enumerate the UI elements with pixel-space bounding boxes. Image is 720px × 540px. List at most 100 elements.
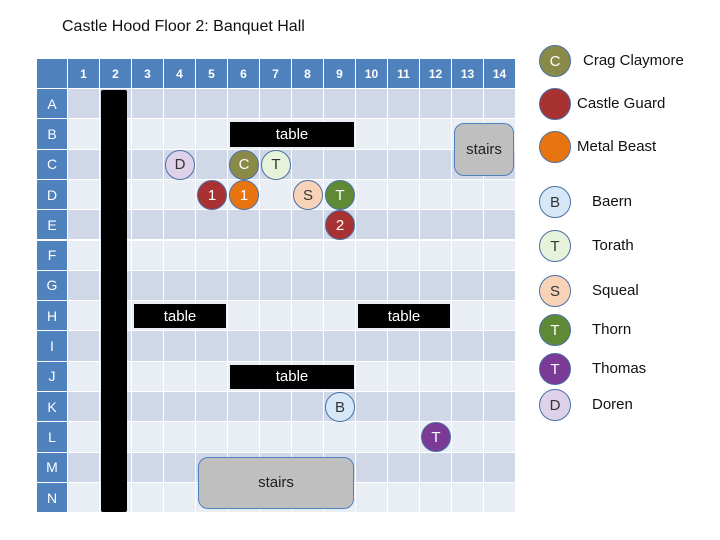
grid-cell[interactable] [324, 89, 356, 120]
grid-cell[interactable] [484, 482, 516, 514]
grid-cell[interactable] [132, 331, 164, 362]
grid-cell[interactable] [164, 361, 196, 392]
grid-cell[interactable] [196, 149, 228, 180]
grid-cell[interactable] [420, 149, 452, 180]
grid-cell[interactable] [420, 119, 452, 150]
grid-cell[interactable] [452, 240, 484, 271]
grid-cell[interactable] [356, 482, 388, 514]
grid-cell[interactable] [484, 422, 516, 453]
grid-cell[interactable] [196, 89, 228, 120]
grid-cell[interactable] [132, 210, 164, 241]
grid-cell[interactable] [68, 89, 100, 120]
grid-cell[interactable] [292, 210, 324, 241]
grid-cell[interactable] [388, 119, 420, 150]
token-guard[interactable]: 2 [325, 210, 355, 241]
grid-cell[interactable] [484, 89, 516, 120]
grid-cell[interactable] [420, 270, 452, 302]
grid-cell[interactable] [420, 179, 452, 211]
grid-cell[interactable] [196, 392, 228, 423]
grid-cell[interactable] [292, 270, 324, 302]
grid-cell[interactable] [132, 119, 164, 150]
grid-cell[interactable] [228, 210, 260, 241]
grid-cell[interactable] [452, 392, 484, 423]
grid-cell[interactable] [324, 422, 356, 453]
grid-cell[interactable] [356, 270, 388, 302]
grid-cell[interactable] [132, 482, 164, 514]
grid-cell[interactable] [484, 452, 516, 483]
grid-cell[interactable] [484, 240, 516, 271]
grid-cell[interactable] [196, 240, 228, 271]
grid-cell[interactable] [292, 422, 324, 453]
grid-cell[interactable] [68, 482, 100, 514]
token-doren[interactable]: D [165, 149, 195, 180]
grid-cell[interactable] [484, 301, 516, 332]
grid-cell[interactable] [292, 301, 324, 332]
grid-cell[interactable] [324, 270, 356, 302]
grid-cell[interactable] [452, 270, 484, 302]
grid-cell[interactable] [420, 452, 452, 483]
grid-cell[interactable] [356, 119, 388, 150]
grid-cell[interactable] [292, 331, 324, 362]
grid-cell[interactable] [164, 240, 196, 271]
grid-cell[interactable] [132, 422, 164, 453]
grid-cell[interactable] [324, 149, 356, 180]
grid-cell[interactable] [132, 270, 164, 302]
grid-cell[interactable] [164, 452, 196, 483]
grid-cell[interactable] [132, 89, 164, 120]
grid-cell[interactable] [388, 392, 420, 423]
stairs-2[interactable]: stairs [198, 456, 354, 510]
token-crag[interactable]: C [229, 149, 259, 180]
grid-cell[interactable] [388, 361, 420, 392]
grid-cell[interactable] [292, 392, 324, 423]
grid-cell[interactable] [484, 361, 516, 392]
grid-cell[interactable] [388, 210, 420, 241]
grid-cell[interactable] [164, 482, 196, 514]
grid-cell[interactable] [196, 361, 228, 392]
grid-cell[interactable] [164, 422, 196, 453]
grid-cell[interactable] [260, 422, 292, 453]
grid-cell[interactable] [420, 240, 452, 271]
grid-cell[interactable] [68, 270, 100, 302]
grid-cell[interactable] [132, 392, 164, 423]
grid-cell[interactable] [484, 331, 516, 362]
grid-cell[interactable] [228, 270, 260, 302]
grid-cell[interactable] [388, 89, 420, 120]
grid-cell[interactable] [292, 89, 324, 120]
grid-cell[interactable] [452, 210, 484, 241]
stairs-1[interactable]: stairs [454, 123, 514, 176]
grid-cell[interactable] [388, 331, 420, 362]
grid-cell[interactable] [292, 240, 324, 271]
token-squeal[interactable]: S [293, 180, 323, 211]
token-thomas[interactable]: T [421, 422, 451, 453]
grid-cell[interactable] [68, 361, 100, 392]
grid-cell[interactable] [196, 119, 228, 150]
token-torath[interactable]: T [261, 149, 291, 180]
grid-cell[interactable] [228, 331, 260, 362]
token-beast[interactable]: 1 [229, 180, 259, 211]
grid-cell[interactable] [132, 452, 164, 483]
grid-cell[interactable] [388, 482, 420, 514]
grid-cell[interactable] [388, 179, 420, 211]
grid-cell[interactable] [324, 301, 356, 332]
grid-cell[interactable] [420, 210, 452, 241]
grid-cell[interactable] [164, 89, 196, 120]
grid-cell[interactable] [324, 331, 356, 362]
grid-cell[interactable] [356, 392, 388, 423]
grid-cell[interactable] [484, 392, 516, 423]
grid-cell[interactable] [164, 210, 196, 241]
grid-cell[interactable] [228, 301, 260, 332]
grid-cell[interactable] [452, 361, 484, 392]
grid-cell[interactable] [420, 361, 452, 392]
grid-cell[interactable] [388, 270, 420, 302]
grid-cell[interactable] [164, 179, 196, 211]
grid-cell[interactable] [388, 240, 420, 271]
grid-cell[interactable] [452, 482, 484, 514]
grid-cell[interactable] [260, 392, 292, 423]
grid-cell[interactable] [228, 89, 260, 120]
grid-cell[interactable] [452, 331, 484, 362]
grid-cell[interactable] [292, 149, 324, 180]
grid-cell[interactable] [452, 301, 484, 332]
grid-cell[interactable] [68, 392, 100, 423]
grid-cell[interactable] [164, 392, 196, 423]
grid-cell[interactable] [68, 119, 100, 150]
